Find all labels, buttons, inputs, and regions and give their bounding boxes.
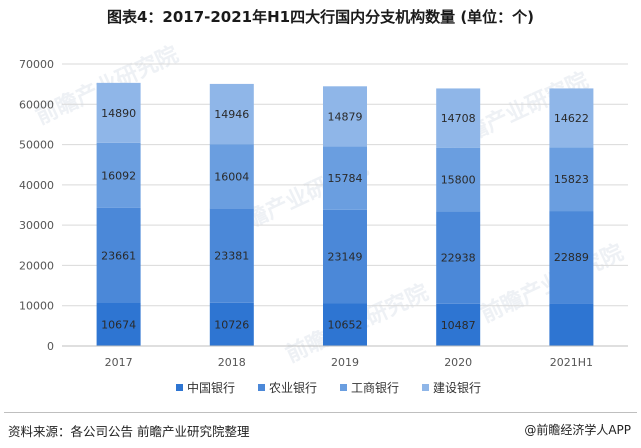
bar-segment [323, 86, 367, 147]
bar-segment [436, 88, 481, 148]
bar-segment [323, 303, 367, 346]
bar-segment [96, 302, 141, 346]
data-label: 14946 [214, 108, 249, 121]
y-tick-label: 60000 [19, 98, 54, 111]
bar-segment [209, 208, 254, 303]
bar-segment [549, 211, 594, 304]
data-label: 23149 [328, 250, 363, 263]
y-tick-label: 30000 [19, 219, 54, 232]
source-note: 资料来源：各公司公告 前瞻产业研究院整理 [8, 424, 250, 439]
footer-divider [4, 412, 637, 413]
legend-label: 工商银行 [351, 380, 399, 395]
brand-credit: @前瞻经济学人APP [524, 423, 631, 437]
y-axis: 0 10000 20000 30000 40000 50000 60000 70000 [19, 58, 54, 353]
bar-segment [436, 147, 481, 212]
bar-segment [436, 211, 481, 304]
x-tick-label: 2019 [331, 356, 359, 369]
data-label: 10487 [441, 319, 476, 332]
x-tick-label: 2017 [105, 356, 133, 369]
y-tick-label: 20000 [19, 259, 54, 272]
y-tick-label: 70000 [19, 58, 54, 71]
legend-swatch [422, 384, 429, 391]
bar-segment [209, 144, 254, 209]
data-label: 22889 [554, 251, 589, 264]
y-tick-label: 0 [47, 340, 54, 353]
bar-segment [323, 146, 367, 210]
legend-label: 农业银行 [269, 381, 317, 395]
data-label: 15784 [328, 172, 363, 185]
data-label: 15800 [441, 174, 476, 187]
data-label: 16004 [214, 170, 249, 183]
data-label: 14622 [554, 112, 589, 125]
x-tick-label: 2020 [444, 356, 472, 369]
data-label: 14879 [328, 110, 363, 123]
bar-segment [549, 303, 594, 346]
bar-segment [323, 209, 367, 304]
bar-segment [436, 303, 481, 346]
x-tick-label: 2018 [218, 356, 246, 369]
data-label: 14708 [441, 112, 476, 125]
bar-segment [209, 83, 254, 145]
bar-segment [96, 82, 141, 143]
bars: 10674 23661 16092 14890 10726 23381 16004 14946… [96, 82, 594, 346]
legend-label: 中国银行 [187, 380, 235, 395]
data-label: 22938 [441, 252, 476, 265]
data-label: 23661 [101, 249, 136, 262]
legend: 中国银行 农业银行 工商银行 建设银行 [176, 380, 481, 395]
bar-segment [209, 302, 254, 346]
data-label: 16092 [101, 169, 136, 182]
data-label: 14890 [101, 107, 136, 120]
bar-segment [549, 88, 594, 148]
chart-title: 图表4：2017-2021年H1四大行国内分支机构数量 (单位：个) [106, 8, 535, 26]
footer: 资料来源：各公司公告 前瞻产业研究院整理 @前瞻经济学人APP [0, 412, 641, 448]
legend-label: 建设银行 [433, 381, 481, 395]
legend-swatch [176, 384, 183, 391]
data-label: 10726 [214, 318, 249, 331]
legend-swatch [340, 384, 347, 391]
bar-segment [549, 147, 594, 212]
y-tick-label: 50000 [19, 139, 54, 152]
data-label: 15823 [554, 173, 589, 186]
x-tick-label: 2021H1 [550, 356, 593, 369]
x-axis: 2017 2018 2019 2020 2021H1 [62, 345, 628, 369]
data-label: 23381 [214, 250, 249, 263]
data-label: 10674 [101, 318, 136, 331]
y-tick-label: 40000 [19, 179, 54, 192]
bar-segment [96, 142, 141, 208]
data-label: 10652 [328, 319, 363, 332]
y-tick-label: 10000 [19, 300, 54, 313]
bar-segment [96, 207, 141, 303]
legend-swatch [258, 384, 265, 391]
